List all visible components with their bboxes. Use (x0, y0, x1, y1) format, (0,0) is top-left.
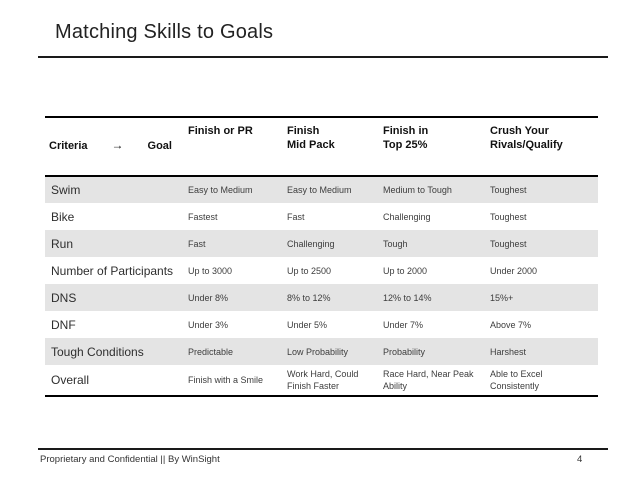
value-cell: Easy to Medium (188, 185, 253, 196)
value-cell: Above 7% (490, 319, 532, 330)
criteria-cell: DNS (51, 290, 77, 305)
page-number: 4 (577, 454, 583, 465)
value-cell: Toughest (490, 211, 527, 222)
value-cell: Harshest (490, 346, 527, 357)
value-cell: 12% to 14% (383, 292, 432, 303)
criteria-cell: Tough Conditions (51, 344, 144, 359)
table-row: Run Fast Challenging Tough Toughest (45, 230, 598, 258)
title-divider (38, 56, 608, 58)
table-row: DNF Under 3% Under 5% Under 7% Above 7% (45, 311, 598, 338)
value-cell: Finish with a Smile (184, 365, 283, 398)
table-row: Bike Fastest Fast Challenging Toughest (45, 203, 598, 230)
footer-confidential-text: Proprietary and Confidential || By WinSi… (40, 454, 220, 465)
footer-divider (38, 448, 608, 450)
value-cell: Work Hard, Could Finish Faster (283, 365, 379, 398)
value-cell: Up to 2000 (383, 265, 428, 276)
page-title: Matching Skills to Goals (55, 21, 274, 43)
value-cell: Up to 2500 (287, 265, 332, 276)
criteria-cell: Bike (51, 209, 75, 224)
value-cell: Toughest (490, 238, 527, 249)
value-cell: 15%+ (490, 292, 514, 303)
value-cell: Fast (188, 238, 206, 249)
table-row: Overall Finish with a Smile Work Hard, Cou… (45, 365, 598, 398)
criteria-cell: DNF (51, 317, 76, 332)
value-cell: Under 5% (287, 319, 328, 330)
value-cell: Up to 3000 (188, 265, 233, 276)
criteria-cell: Swim (51, 183, 81, 198)
table-row: Tough Conditions Predictable Low Probabili… (45, 338, 598, 366)
value-cell: Under 2000 (490, 265, 538, 276)
value-cell: Challenging (383, 211, 431, 222)
criteria-cell: Run (51, 236, 74, 251)
criteria-cell: Overall (45, 365, 184, 398)
value-cell: Under 7% (383, 319, 424, 330)
column-header-finish-or-pr: Finish or PR (184, 115, 283, 178)
value-cell: 8% to 12% (287, 292, 331, 303)
value-cell: Toughest (490, 185, 527, 196)
value-cell: Low Probability (287, 346, 349, 357)
table-body: Swim Easy to Medium Easy to Medium Medium t… (45, 176, 598, 398)
value-cell: Easy to Medium (287, 185, 352, 196)
criteria-cell: Number of Participants (51, 263, 174, 278)
value-cell: Under 3% (188, 319, 229, 330)
criteria-goal-header: Criteria → Goal (45, 115, 184, 178)
column-header-finish-mid-pack: Finish Mid Pack (283, 115, 379, 178)
column-header-finish-top-25: Finish in Top 25% (379, 115, 486, 178)
value-cell: Fast (287, 211, 305, 222)
column-header-crush-rivals: Crush Your Rivals/Qualify (486, 115, 598, 178)
table-row: DNS Under 8% 8% to 12% 12% to 14% 15%+ (45, 284, 598, 312)
value-cell: Race Hard, Near Peak Ability (379, 365, 486, 398)
value-cell: Challenging (287, 238, 335, 249)
goal-header-label: Goal (147, 140, 172, 153)
value-cell: Predictable (188, 346, 234, 357)
criteria-header-label: Criteria (49, 140, 88, 153)
table-row: Number of Participants Up to 3000 Up to 25… (45, 257, 598, 284)
value-cell: Able to Excel Consistently (486, 365, 598, 398)
table-header-row: Criteria → Goal Finish or PR Finish Mid … (45, 115, 598, 178)
skills-goals-table: Criteria → Goal Finish or PR Finish Mid … (45, 115, 598, 398)
value-cell: Medium to Tough (383, 185, 452, 196)
value-cell: Fastest (188, 211, 218, 222)
value-cell: Under 8% (188, 292, 229, 303)
table-row: Swim Easy to Medium Easy to Medium Medium t… (45, 176, 598, 204)
value-cell: Probability (383, 346, 426, 357)
arrow-right-icon: → (111, 138, 124, 153)
value-cell: Tough (383, 238, 408, 249)
